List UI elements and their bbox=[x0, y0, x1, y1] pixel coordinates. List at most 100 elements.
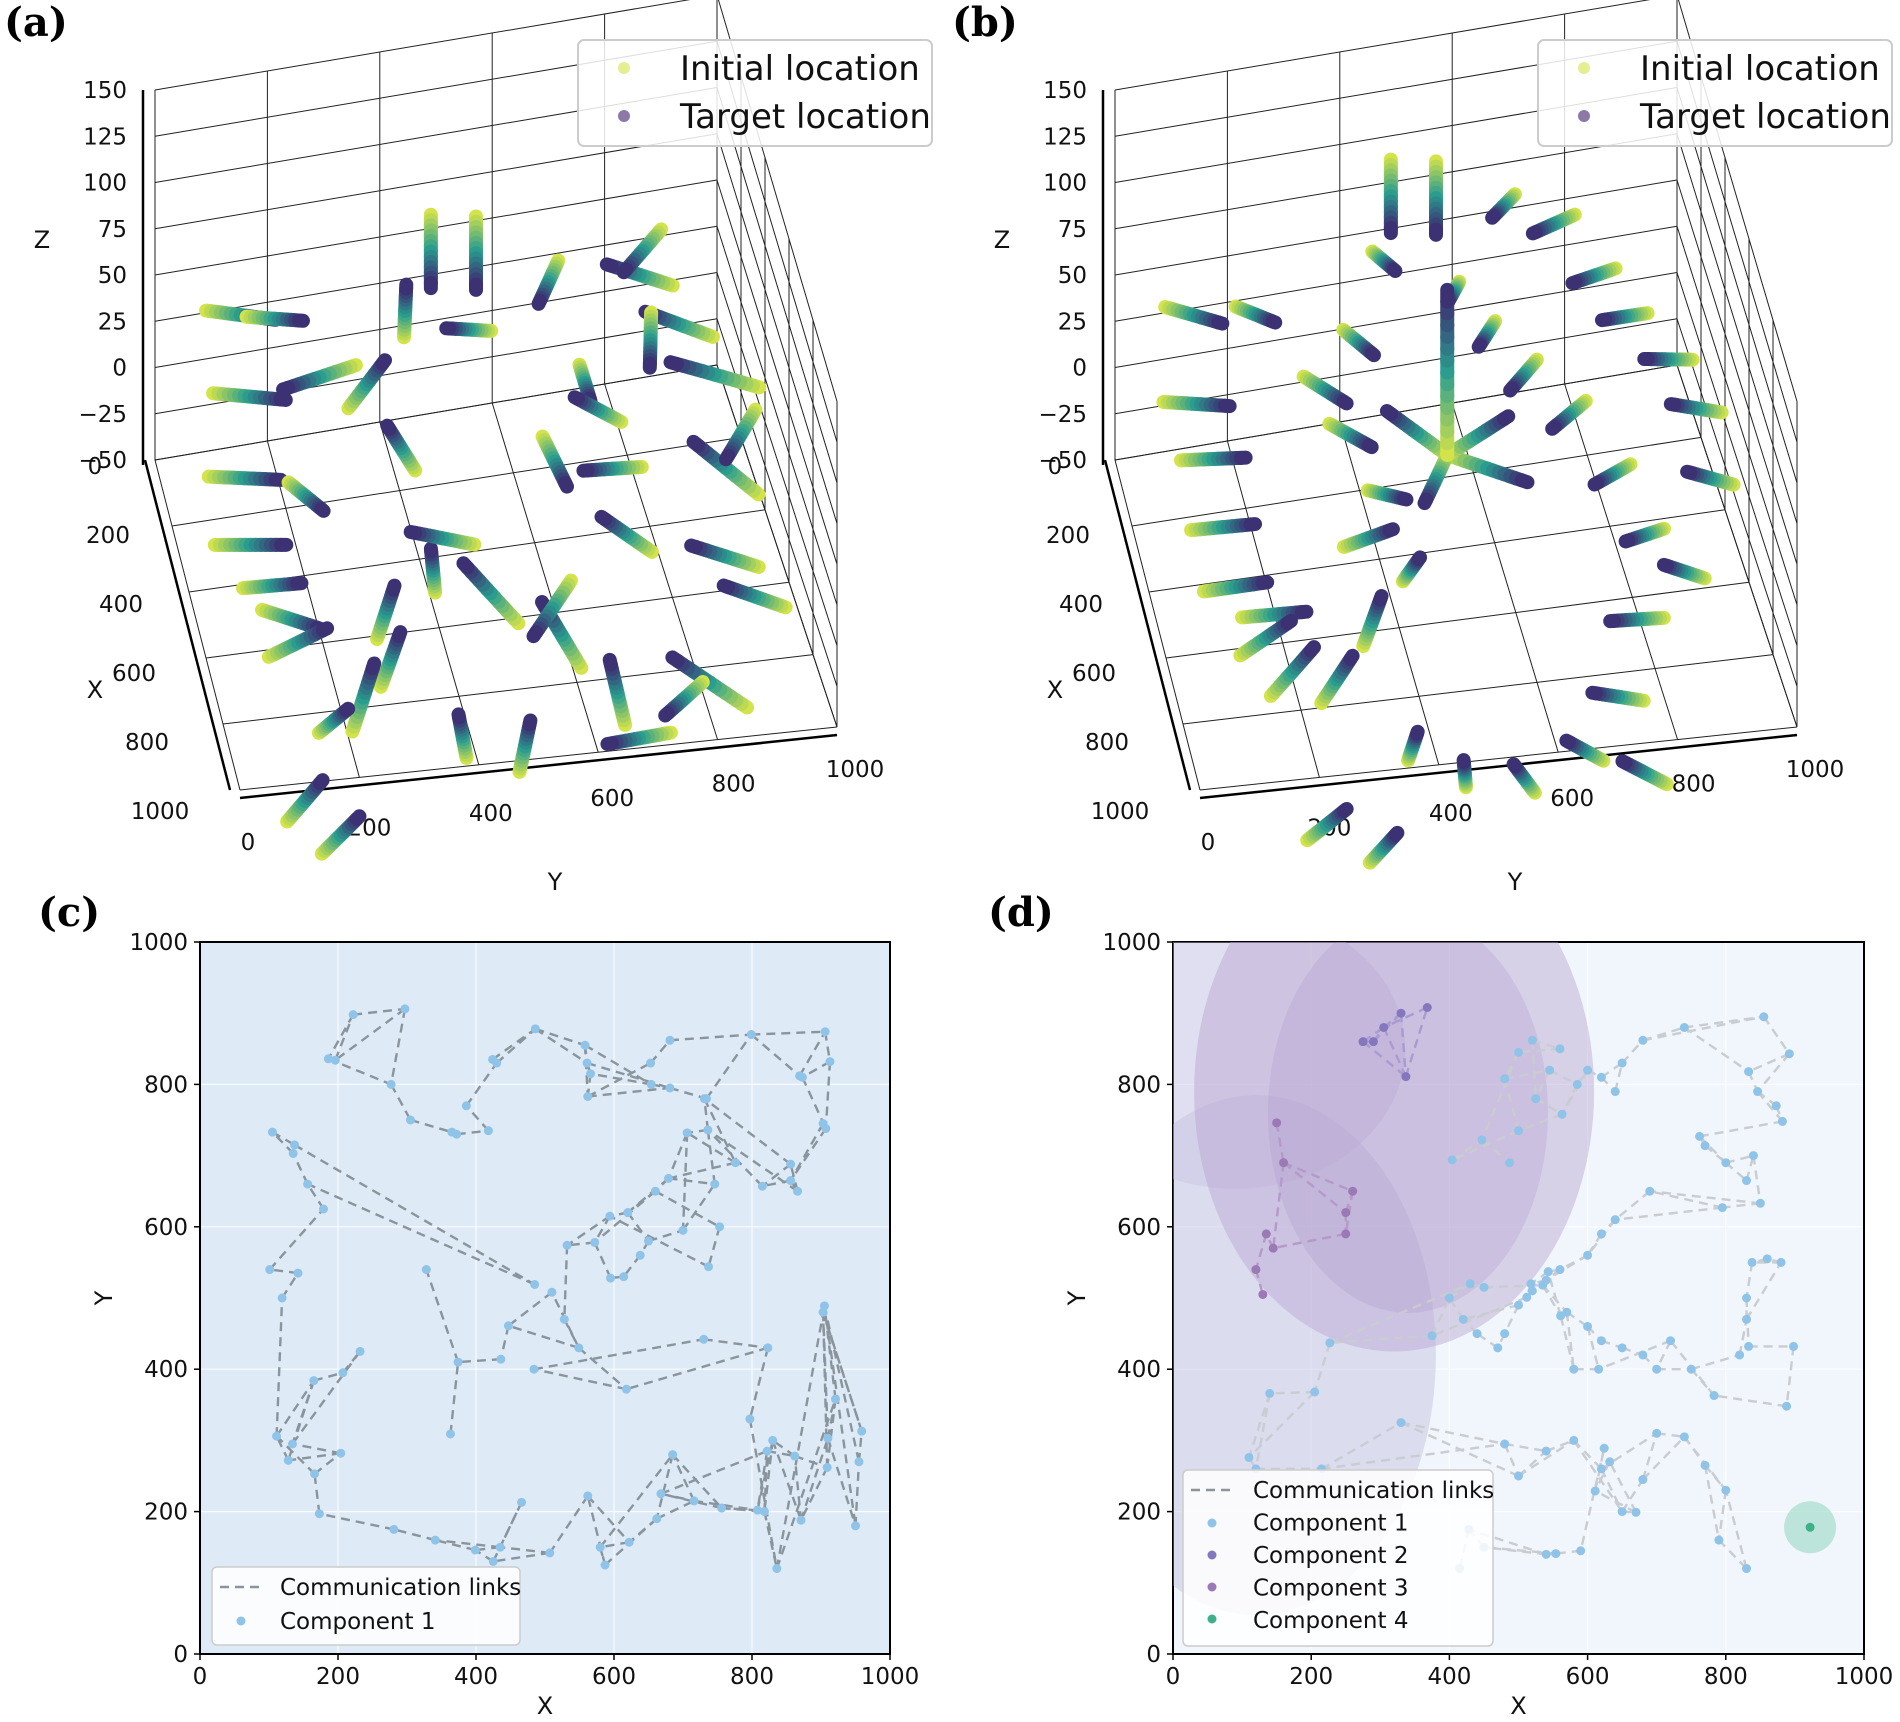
trajectory bbox=[526, 573, 578, 644]
trajectory bbox=[1680, 464, 1741, 492]
trajectory-segment bbox=[1336, 394, 1354, 411]
communication-link bbox=[668, 1161, 736, 1180]
communication-link bbox=[671, 1453, 723, 1509]
communication-link bbox=[292, 1442, 341, 1455]
component-1-node bbox=[730, 1158, 740, 1168]
component-1-node bbox=[453, 1357, 463, 1367]
communication-link bbox=[1752, 1155, 1762, 1204]
floor-grid-y bbox=[1564, 383, 1679, 740]
component-1-node bbox=[1599, 1443, 1609, 1453]
component-1-node bbox=[583, 1491, 593, 1501]
trajectory bbox=[311, 701, 356, 740]
trajectory-segment bbox=[403, 524, 423, 540]
component-1-node bbox=[1735, 1350, 1745, 1360]
legend: Communication links Component 1 bbox=[211, 1566, 521, 1646]
chart-2d-d: 0 200 400 600 800 1000 0 200 400 600 800 1000 X Y Comm… bbox=[1063, 930, 1893, 1720]
legend: Initial location Target location bbox=[1537, 39, 1893, 147]
component-1-node bbox=[699, 1334, 709, 1344]
chart-3d-b: 0200400600800100002004006008001000150125… bbox=[994, 0, 1893, 896]
component-1-node bbox=[1479, 1282, 1489, 1292]
component-1-nodes bbox=[265, 1004, 867, 1574]
y-tick-label: 800 bbox=[712, 772, 756, 798]
component-1-node bbox=[600, 1560, 610, 1570]
component-1-node bbox=[1527, 1286, 1537, 1296]
x-axis-label: X bbox=[87, 676, 103, 704]
communication-link bbox=[353, 1007, 406, 1016]
component-1-node bbox=[1742, 1176, 1752, 1186]
component-1-node bbox=[595, 1542, 605, 1552]
component-1-node bbox=[1514, 1300, 1523, 1310]
component-1-node bbox=[656, 1489, 666, 1499]
trajectory bbox=[255, 602, 329, 637]
communication-link bbox=[1642, 1436, 1686, 1481]
component-1-node bbox=[1742, 1564, 1752, 1574]
legend-label-initial: Initial location bbox=[1640, 49, 1880, 89]
trajectory bbox=[1360, 483, 1414, 507]
back-wall-grid-z bbox=[154, 364, 718, 461]
legend-label-2: Component 2 bbox=[1253, 1543, 1408, 1569]
component-1-node bbox=[1531, 1094, 1541, 1104]
component-1-node bbox=[1583, 1065, 1593, 1075]
component-1-node bbox=[1759, 1012, 1769, 1022]
communication-link bbox=[1698, 1135, 1727, 1164]
component-1-node bbox=[1572, 1079, 1582, 1089]
communication-link bbox=[762, 1179, 791, 1188]
component-1-node bbox=[386, 1079, 396, 1089]
trajectory bbox=[236, 576, 309, 596]
component-1-node bbox=[338, 1368, 348, 1378]
floor-grid-x bbox=[1199, 726, 1798, 791]
trajectory bbox=[1503, 352, 1544, 398]
legend-marker-component-3 bbox=[1207, 1582, 1217, 1592]
communication-link bbox=[1655, 1340, 1672, 1370]
communication-link bbox=[1431, 1296, 1528, 1337]
trajectory bbox=[718, 402, 763, 467]
x-tick-label: 400 bbox=[1427, 1664, 1471, 1690]
communication-link bbox=[1713, 1394, 1787, 1408]
legend-marker-target bbox=[1578, 110, 1590, 122]
communication-link bbox=[1615, 1206, 1723, 1221]
trajectory-segment bbox=[1280, 613, 1298, 631]
x-tick-label: 0 bbox=[193, 1664, 208, 1690]
trajectory bbox=[535, 429, 574, 494]
communication-link bbox=[821, 1312, 829, 1468]
communication-link bbox=[313, 1473, 321, 1514]
trajectory bbox=[1594, 306, 1655, 328]
component-1-node bbox=[1265, 1388, 1275, 1398]
component-1-node bbox=[1638, 1475, 1648, 1485]
component-1-node bbox=[1583, 1250, 1593, 1260]
communication-link bbox=[1549, 1069, 1578, 1086]
z-tick-label: −50 bbox=[1038, 448, 1087, 474]
communication-link bbox=[292, 1152, 309, 1185]
trajectory bbox=[439, 321, 499, 338]
trajectory bbox=[642, 305, 659, 375]
y-tick-label: 800 bbox=[1117, 1072, 1161, 1098]
communication-link bbox=[1545, 1254, 1589, 1282]
component-1-node bbox=[757, 1181, 767, 1191]
component-1-node bbox=[530, 1279, 540, 1289]
communication-link bbox=[793, 1455, 803, 1521]
communication-link bbox=[626, 1211, 650, 1242]
floor-grid-x bbox=[239, 726, 838, 791]
communication-link bbox=[275, 1435, 316, 1475]
communication-link bbox=[1608, 1461, 1638, 1513]
communication-link bbox=[655, 1454, 674, 1520]
component-1-node bbox=[1541, 1549, 1551, 1559]
communication-link bbox=[389, 1008, 407, 1085]
legend-marker-component-1 bbox=[1207, 1518, 1217, 1528]
y-tick-label: 400 bbox=[144, 1357, 188, 1383]
y-tick-label: 0 bbox=[173, 1642, 188, 1668]
y-tick-label: 1000 bbox=[129, 930, 188, 956]
communication-link bbox=[1724, 1489, 1748, 1569]
component-1-node bbox=[583, 1092, 593, 1102]
component-1-node bbox=[1493, 1343, 1503, 1353]
trajectories bbox=[1156, 152, 1741, 870]
component-1-node bbox=[1576, 1546, 1586, 1556]
trajectory-segment bbox=[531, 293, 548, 311]
communication-link bbox=[313, 1452, 342, 1475]
component-1-node bbox=[759, 1507, 769, 1517]
side-wall-grid-z bbox=[1676, 133, 1798, 524]
component-2-node bbox=[1358, 1037, 1368, 1047]
communication-link bbox=[1642, 1015, 1765, 1042]
component-1-node bbox=[682, 1128, 692, 1138]
trajectory bbox=[1362, 825, 1405, 870]
